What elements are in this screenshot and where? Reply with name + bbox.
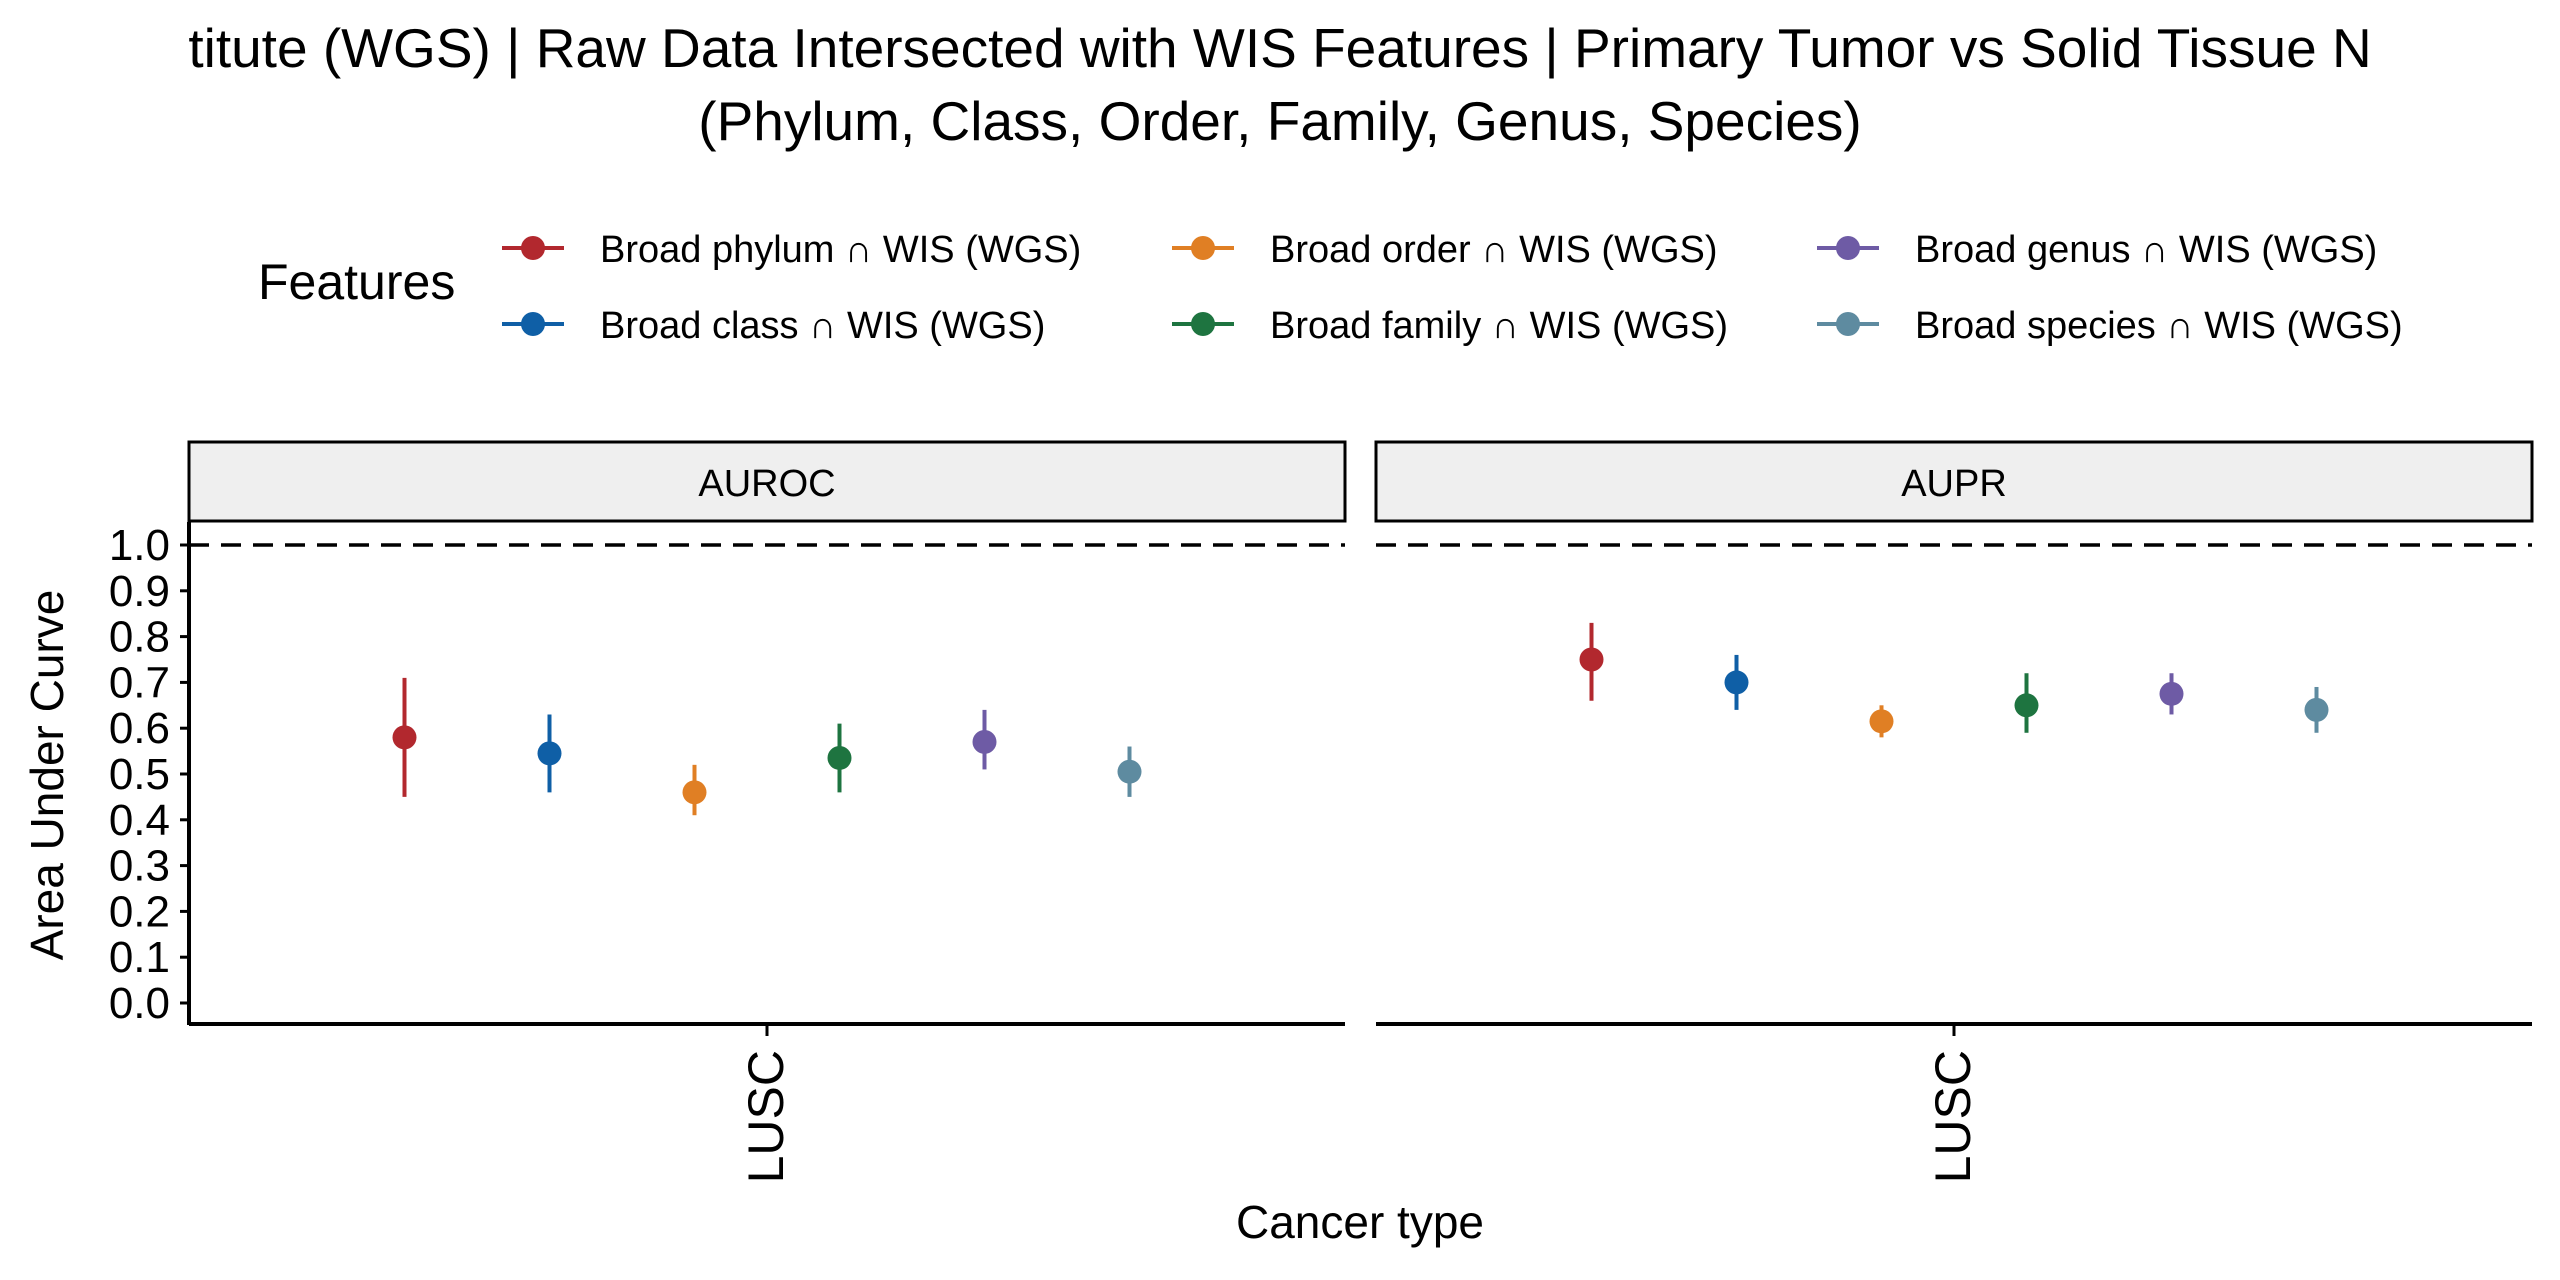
facet-strip-label: AUROC xyxy=(698,463,835,505)
plot-panel-aupr: LUSC xyxy=(1376,543,2532,1183)
y-tick-label: 0.3 xyxy=(109,842,170,891)
legend: Features Broad phylum ∩ WIS (WGS) Broad c… xyxy=(258,229,2403,347)
legend-label: Broad family ∩ WIS (WGS) xyxy=(1270,305,1728,347)
legend-key-point xyxy=(521,312,545,336)
data-point xyxy=(1579,647,1604,672)
data-point xyxy=(537,741,562,766)
y-tick-label: 0.2 xyxy=(109,887,170,936)
y-tick-label: 0.0 xyxy=(109,979,170,1028)
y-tick-label: 0.4 xyxy=(109,796,170,845)
y-tick-label: 0.5 xyxy=(109,750,170,799)
plot-panels: LUSC LUSC xyxy=(189,543,2532,1183)
legend-label: Broad genus ∩ WIS (WGS) xyxy=(1915,229,2377,271)
legend-label: Broad order ∩ WIS (WGS) xyxy=(1270,229,1718,271)
y-tick-label: 0.6 xyxy=(109,704,170,753)
data-point xyxy=(1869,709,1894,734)
legend-key-point xyxy=(521,236,545,260)
data-point xyxy=(972,729,997,754)
legend-label: Broad class ∩ WIS (WGS) xyxy=(600,305,1045,347)
legend-item: Broad species ∩ WIS (WGS) xyxy=(1817,305,2403,347)
legend-title: Features xyxy=(258,254,455,310)
legend-item: Broad genus ∩ WIS (WGS) xyxy=(1817,229,2377,271)
legend-label: Broad phylum ∩ WIS (WGS) xyxy=(600,229,1081,271)
legend-item: Broad family ∩ WIS (WGS) xyxy=(1172,305,1728,347)
facet-strip-label: AUPR xyxy=(1901,463,2007,505)
data-point xyxy=(392,725,417,750)
y-tick-label: 0.8 xyxy=(109,613,170,662)
y-tick-label: 1.0 xyxy=(109,521,170,570)
data-point xyxy=(2159,681,2184,706)
y-tick-label: 0.9 xyxy=(109,567,170,616)
legend-key-point xyxy=(1836,236,1860,260)
x-tick-label: LUSC xyxy=(738,1050,794,1183)
data-point xyxy=(827,745,852,770)
legend-item: Broad phylum ∩ WIS (WGS) xyxy=(502,229,1081,271)
plot-panel-auroc: LUSC xyxy=(189,543,1345,1183)
data-point xyxy=(1117,759,1142,784)
facet-strip-auroc: AUROC xyxy=(187,440,1347,523)
x-axis-title: Cancer type xyxy=(1236,1196,1484,1248)
legend-key-point xyxy=(1191,236,1215,260)
y-axis-title: Area Under Curve xyxy=(21,590,73,961)
y-axis: 0.00.10.20.30.40.50.60.70.80.91.0 xyxy=(109,521,191,1028)
data-point xyxy=(2014,693,2039,718)
legend-key-point xyxy=(1836,312,1860,336)
data-point xyxy=(2304,697,2329,722)
chart-title-line1: titute (WGS) | Raw Data Intersected with… xyxy=(188,17,2371,79)
data-point xyxy=(1724,670,1749,695)
chart-title-line2: (Phylum, Class, Order, Family, Genus, Sp… xyxy=(698,90,1862,152)
legend-item: Broad class ∩ WIS (WGS) xyxy=(502,305,1045,347)
legend-item: Broad order ∩ WIS (WGS) xyxy=(1172,229,1718,271)
x-tick-label: LUSC xyxy=(1925,1050,1981,1183)
y-tick-label: 0.7 xyxy=(109,658,170,707)
data-point xyxy=(682,780,707,805)
legend-key-point xyxy=(1191,312,1215,336)
legend-label: Broad species ∩ WIS (WGS) xyxy=(1915,305,2403,347)
y-tick-label: 0.1 xyxy=(109,933,170,982)
facet-strip-aupr: AUPR xyxy=(1374,440,2534,523)
